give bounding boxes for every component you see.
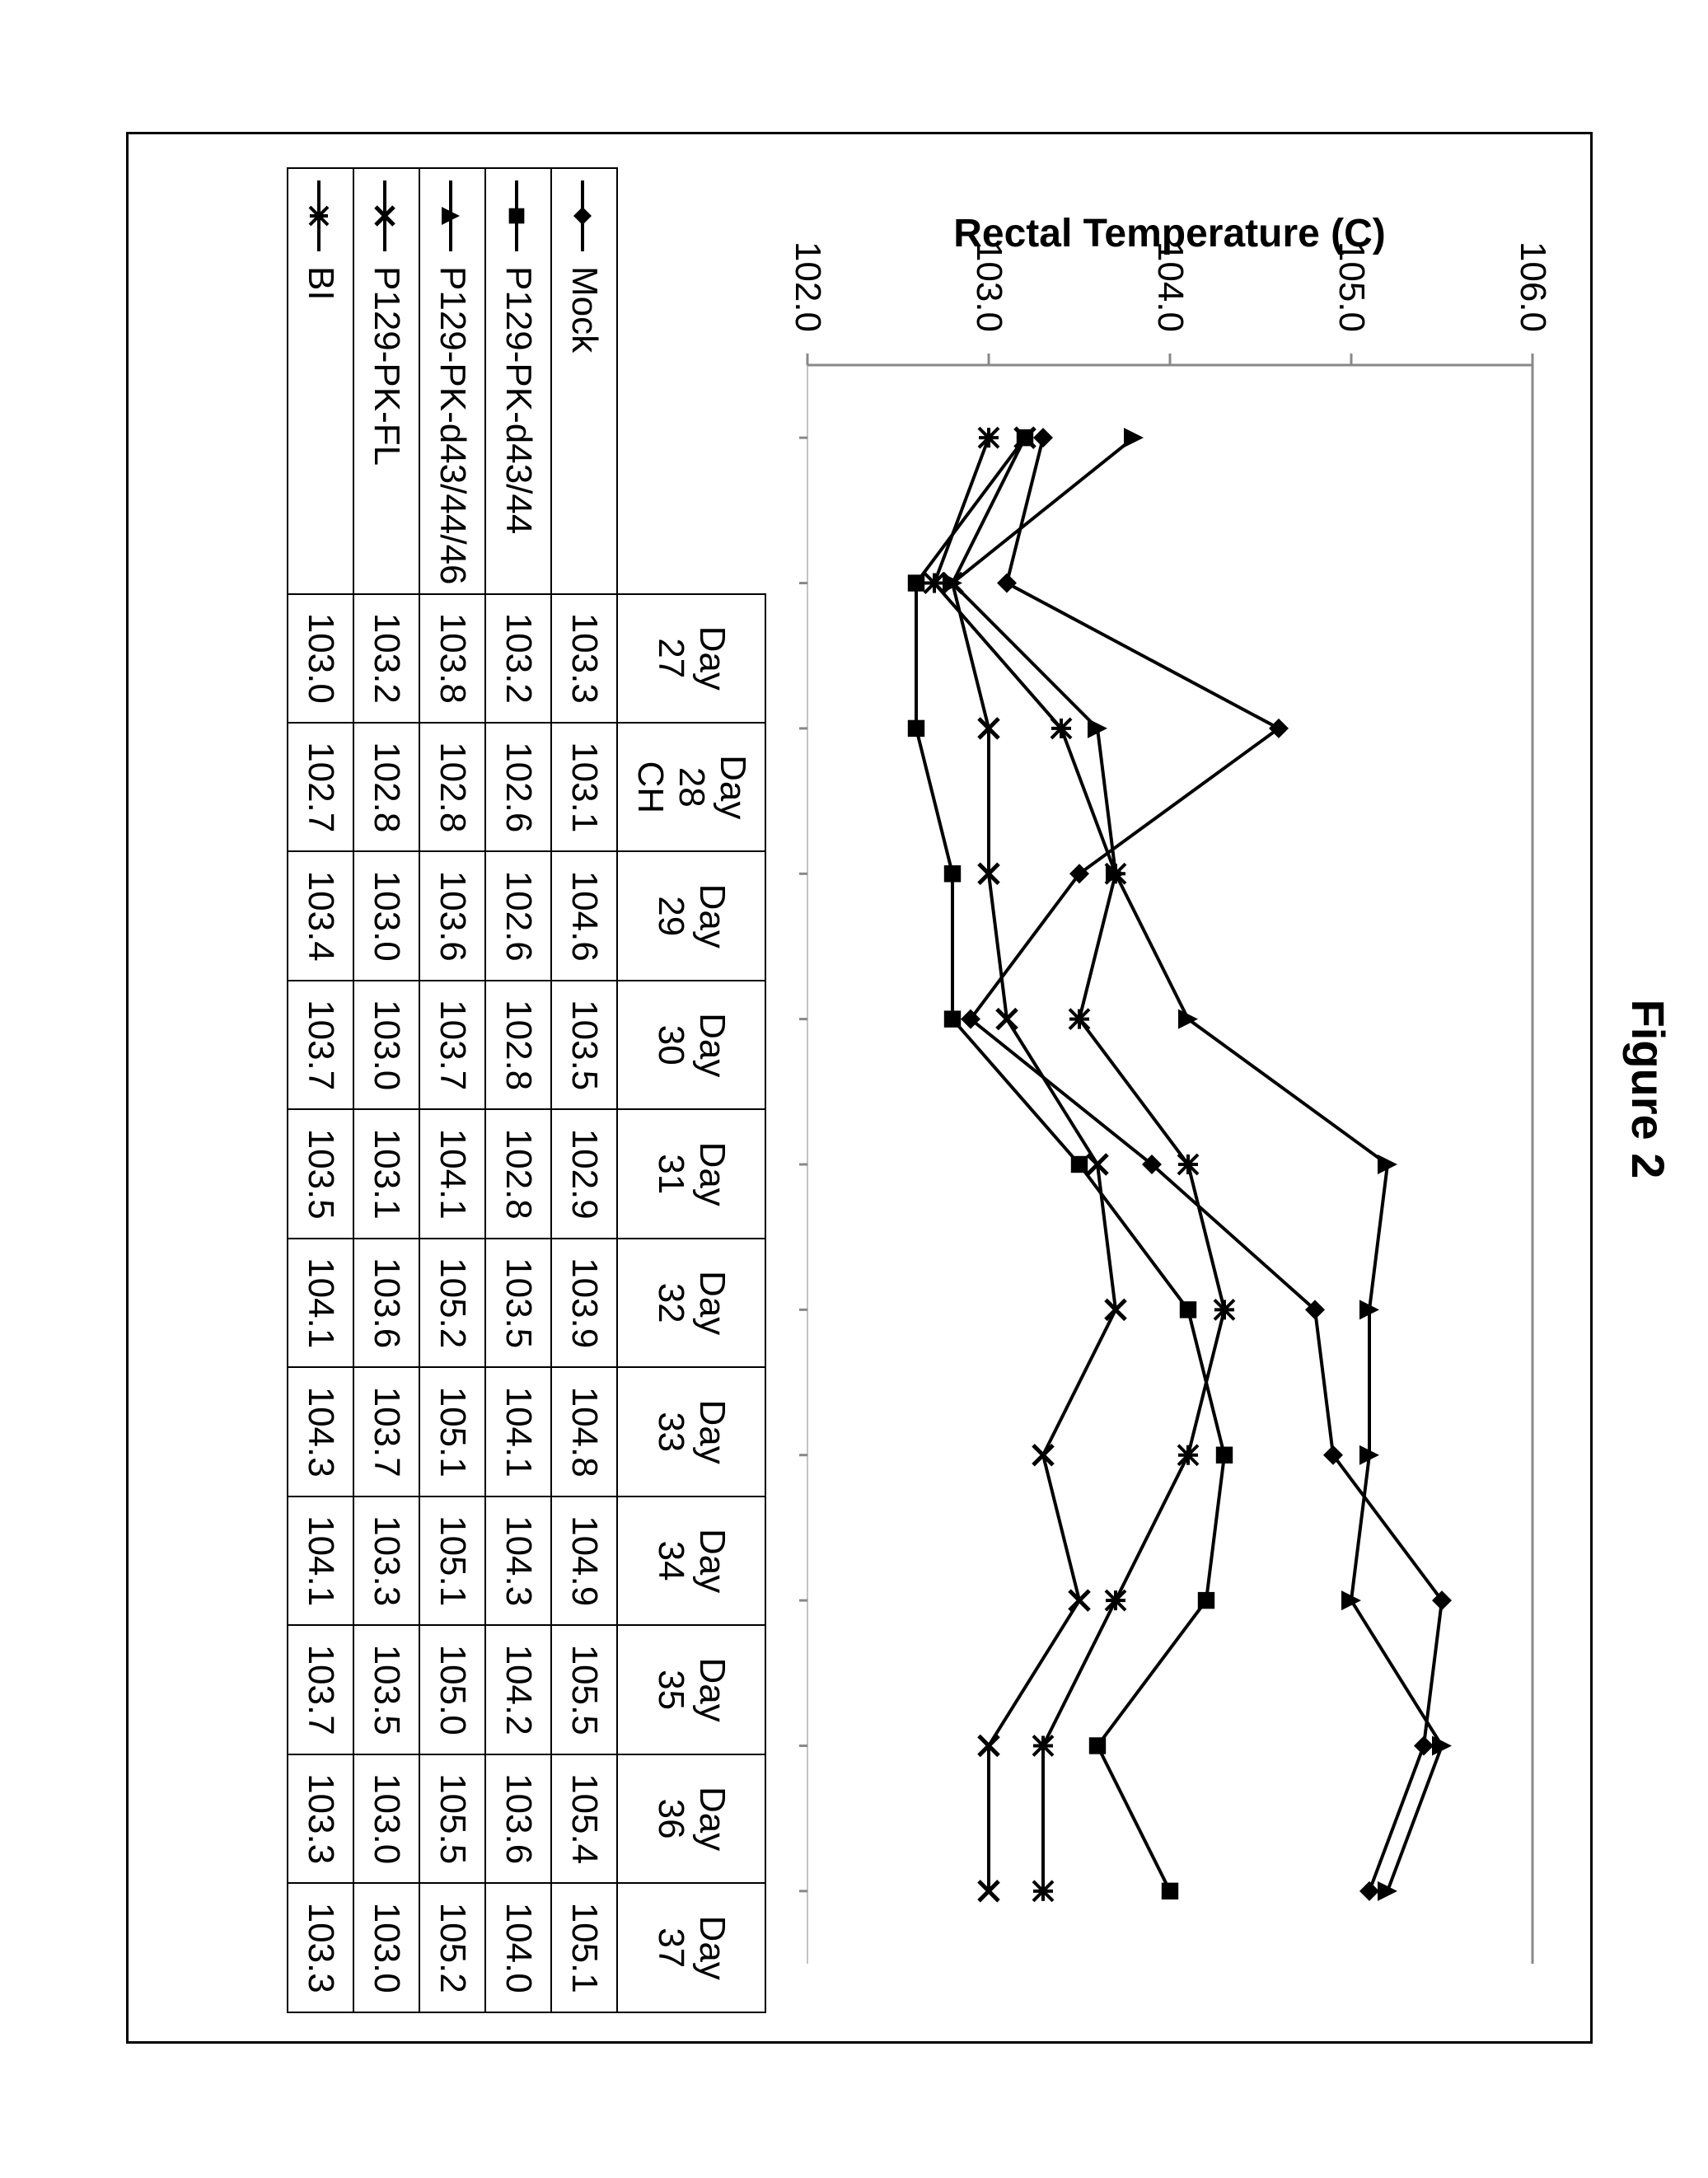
table-cell: 102.6 <box>485 851 551 980</box>
series-name: P129-PK-FL <box>367 266 407 466</box>
table-cell: 105.5 <box>551 1625 617 1754</box>
table-cell: 103.5 <box>288 1109 353 1238</box>
table-cell: 103.7 <box>353 1367 419 1496</box>
legend-cell: BI <box>288 168 353 594</box>
table-cell: 104.3 <box>288 1367 353 1496</box>
table-cell: 105.5 <box>419 1754 485 1883</box>
table-cell: 104.1 <box>288 1239 353 1367</box>
table-cell: 105.2 <box>419 1239 485 1367</box>
y-tick-label: 106.0 <box>1512 200 1553 332</box>
table-cell: 103.7 <box>288 1625 353 1754</box>
table-column-header: Day 36 <box>617 1754 765 1883</box>
table-cell: 103.3 <box>353 1496 419 1625</box>
y-tick-label: 103.0 <box>968 200 1009 332</box>
table-cell: 102.8 <box>485 1109 551 1238</box>
table-cell: 105.1 <box>419 1496 485 1625</box>
legend-cell: P129-PK-FL <box>353 168 419 594</box>
table-column-header: Day 32 <box>617 1239 765 1367</box>
table-cell: 103.7 <box>419 981 485 1109</box>
table-cell: 103.0 <box>353 851 419 980</box>
table-column-header: Day 33 <box>617 1367 765 1496</box>
table-cell: 103.5 <box>551 981 617 1109</box>
series-name: Mock <box>564 266 605 353</box>
table-cell: 102.8 <box>353 723 419 851</box>
table-cell: 104.2 <box>485 1625 551 1754</box>
table-row: Mock103.3103.1104.6103.5102.9103.9104.81… <box>551 168 617 2012</box>
table-cell: 104.1 <box>419 1109 485 1238</box>
table-cell: 105.0 <box>419 1625 485 1754</box>
table-cell: 105.4 <box>551 1754 617 1883</box>
table-row: BI103.0102.7103.4103.7103.5104.1104.3104… <box>288 168 353 2012</box>
table-cell: 103.3 <box>551 594 617 723</box>
table-cell: 104.0 <box>485 1883 551 2012</box>
y-tick-label: 104.0 <box>1149 200 1191 332</box>
table-column-header: Day 28CH <box>617 723 765 851</box>
table-cell: 103.5 <box>485 1239 551 1367</box>
table-cell: 103.7 <box>288 981 353 1109</box>
series-name: BI <box>301 266 341 301</box>
table-column-header: Day 34 <box>617 1496 765 1625</box>
table-cell: 103.8 <box>419 594 485 723</box>
series-name: P129-PK-d43/44 <box>498 266 539 534</box>
table-cell: 103.0 <box>353 1883 419 2012</box>
table-cell: 103.0 <box>353 981 419 1109</box>
table-cell: 103.9 <box>551 1239 617 1367</box>
table-cell: 105.1 <box>551 1883 617 2012</box>
table-cell: 103.1 <box>353 1109 419 1238</box>
table-column-header: Day 35 <box>617 1625 765 1754</box>
table-cell: 102.8 <box>485 981 551 1109</box>
table-cell: 103.6 <box>419 851 485 980</box>
triangle-marker-icon <box>434 179 467 253</box>
table-cell: 103.6 <box>485 1754 551 1883</box>
table-cell: 105.1 <box>419 1367 485 1496</box>
table-column-header: Day 30 <box>617 981 765 1109</box>
table-row: P129-PK-d43/44/46 103.8102.8103.6103.7104… <box>419 168 485 2012</box>
table-cell: 103.0 <box>353 1754 419 1883</box>
table-cell: 104.1 <box>485 1367 551 1496</box>
table-cell: 105.2 <box>419 1883 485 2012</box>
x-marker-icon <box>368 179 401 253</box>
table-cell: 103.4 <box>288 851 353 980</box>
table-cell: 102.7 <box>288 723 353 851</box>
series-name: P129-PK-d43/44/46 <box>433 266 473 585</box>
table-cell: 104.1 <box>288 1496 353 1625</box>
plot-svg <box>799 349 1541 1980</box>
table-cell: 104.9 <box>551 1496 617 1625</box>
table-cell: 103.1 <box>551 723 617 851</box>
y-tick-label: 105.0 <box>1331 200 1372 332</box>
data-table: Day 27Day 28CHDay 29Day 30Day 31Day 32Da… <box>287 167 766 2013</box>
table-cell: 104.6 <box>551 851 617 980</box>
table-cell: 102.6 <box>485 723 551 851</box>
table-cell: 103.3 <box>288 1754 353 1883</box>
table-cell: 104.3 <box>485 1496 551 1625</box>
table-column-header: Day 27 <box>617 594 765 723</box>
legend-cell: P129-PK-d43/44/46 <box>419 168 485 594</box>
table-cell: 102.8 <box>419 723 485 851</box>
legend-cell: Mock <box>551 168 617 594</box>
table-cell: 103.3 <box>288 1883 353 2012</box>
diamond-marker-icon <box>566 179 599 253</box>
asterisk-marker-icon <box>302 179 335 253</box>
chart-border: Rectal Temperature (C) 102.0103.0104.010… <box>126 132 1593 2044</box>
table-column-header: Day 37 <box>617 1883 765 2012</box>
square-marker-icon <box>500 179 533 253</box>
figure-title: Figure 2 <box>1621 0 1675 2178</box>
y-tick-label: 102.0 <box>787 200 828 332</box>
table-row: P129-PK-d43/44103.2102.6102.6102.8102.81… <box>485 168 551 2012</box>
table-legend-header <box>617 168 765 594</box>
table-row: P129-PK-FL103.2102.8103.0103.0103.1103.6… <box>353 168 419 2012</box>
table-cell: 103.0 <box>288 594 353 723</box>
table-cell: 102.9 <box>551 1109 617 1238</box>
table-column-header: Day 29 <box>617 851 765 980</box>
table-cell: 103.6 <box>353 1239 419 1367</box>
table-cell: 103.2 <box>353 594 419 723</box>
table-cell: 103.2 <box>485 594 551 723</box>
chart-area: 102.0103.0104.0105.0106.0 <box>799 349 1541 1980</box>
table-cell: 103.5 <box>353 1625 419 1754</box>
legend-cell: P129-PK-d43/44 <box>485 168 551 594</box>
table-column-header: Day 31 <box>617 1109 765 1238</box>
table-cell: 104.8 <box>551 1367 617 1496</box>
